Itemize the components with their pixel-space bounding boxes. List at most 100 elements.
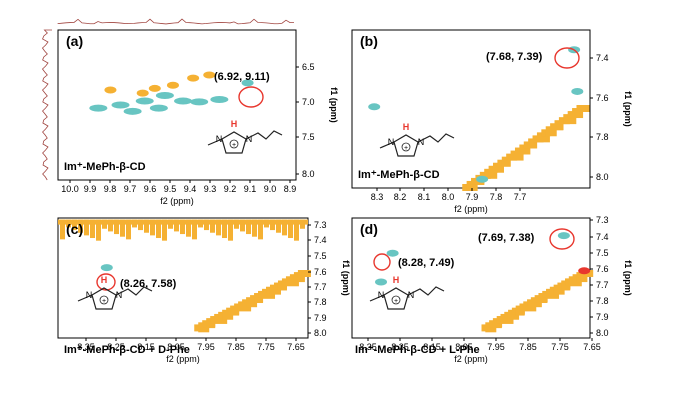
charge-circle [99, 295, 109, 305]
diagonal-peak [492, 318, 502, 329]
imidazolium-structure: + N NH [77, 275, 153, 310]
diagonal-peak [246, 297, 258, 308]
x-axis-label: f2 (ppm) [160, 196, 194, 206]
diagonal-peak [519, 144, 531, 155]
nitrogen-label: N [418, 137, 425, 147]
x-tick-label: 8.35 [359, 342, 377, 352]
diagonal-peak [510, 150, 524, 161]
y-axis-label: f1 (ppm) [623, 91, 633, 127]
cross-peak [571, 87, 584, 95]
band-cell [78, 219, 83, 233]
band-cell [294, 219, 299, 241]
diagonal-peak [277, 280, 287, 291]
x-tick-label: 8.9 [284, 184, 297, 194]
diagonal-peak [508, 309, 520, 320]
x-tick-label: 8.25 [391, 342, 409, 352]
cross-peak [203, 71, 216, 79]
cross-peak [578, 267, 591, 275]
panel-label: (d) [360, 221, 378, 237]
cross-peak [375, 278, 388, 286]
panel-caption: Im⁺-MePh-β-CD [358, 169, 440, 181]
f2-projection-trace [57, 18, 295, 25]
y-tick-label: 7.0 [302, 97, 315, 107]
diagonal-peak [572, 108, 584, 119]
diagonal-peak [293, 272, 305, 283]
y-tick-label: 7.8 [596, 132, 609, 142]
y-tick-label: 7.7 [596, 280, 609, 290]
allyl-chain [417, 133, 455, 143]
cross-peak [111, 101, 130, 109]
diagonal-peak [528, 138, 538, 149]
imidazolium-structure: + N NH [369, 275, 445, 310]
diagonal-peak [230, 305, 240, 316]
ring-bond [383, 287, 409, 310]
panel-d: 8.35 8.25 8.15 8.05 7.95 7.85 7.75 7.65 f2 (ppm)… [351, 215, 633, 364]
band-cell [108, 219, 113, 232]
cross-peak [123, 107, 142, 115]
nitrogen-label: N [408, 290, 415, 300]
band-cell [246, 219, 251, 235]
allyl-chain [245, 130, 283, 140]
diagonal-peak [222, 309, 234, 320]
x-tick-label: 9.1 [244, 184, 257, 194]
band-cell [138, 219, 143, 231]
cross-peak [166, 81, 179, 89]
nitrogen-label: N [116, 290, 123, 300]
band-cell [84, 219, 89, 236]
y-tick-label: 8.0 [302, 169, 315, 179]
diagonal-peak [285, 276, 299, 287]
allyl-chain [115, 286, 153, 296]
nitrogen-label: N [86, 290, 93, 300]
x-tick-label: 8.25 [107, 342, 125, 352]
diagonal-peak [262, 288, 276, 299]
band-cell [210, 219, 215, 233]
panel-c: 8.35 8.25 8.15 8.05 7.95 7.85 7.75 7.65 f2 (ppm)… [57, 217, 351, 364]
diagonal-peak [254, 293, 264, 304]
cross-peak [386, 249, 399, 257]
band-cell [180, 219, 185, 235]
hydrogen-label: H [403, 122, 410, 132]
methyl-bond [369, 294, 385, 302]
x-tick-label: 7.65 [583, 342, 601, 352]
diagonal-peak [536, 132, 550, 143]
cross-peak [174, 97, 193, 105]
y-tick-label: 8.0 [314, 328, 327, 338]
y-tick-label: 7.3 [596, 215, 609, 225]
nitrogen-label: N [216, 134, 223, 144]
band-cell [192, 219, 197, 240]
x-tick-label: 7.9 [466, 192, 479, 202]
imidazolium-structure: + N NH [379, 122, 455, 157]
diagonal-peak [492, 162, 504, 173]
cross-peak [187, 74, 200, 82]
x-tick-label: 9.2 [224, 184, 237, 194]
diagonal-peak [576, 105, 590, 112]
x-tick-label: 9.6 [144, 184, 157, 194]
band-cell [282, 219, 287, 236]
peak-annotation: (6.92, 9.11) [214, 71, 270, 83]
band-cell [186, 219, 191, 237]
cross-peak [241, 79, 254, 87]
x-tick-label: 8.0 [442, 192, 455, 202]
panel-caption: Im⁺-MePh-β-CD + L-Phe [355, 344, 480, 356]
allyl-chain [407, 286, 445, 296]
y-tick-label: 7.8 [314, 297, 327, 307]
x-tick-label: 8.05 [167, 342, 185, 352]
diagonal-peak [238, 301, 252, 312]
x-tick-label: 7.95 [487, 342, 505, 352]
panel-label: (a) [66, 33, 83, 49]
x-tick-label: 9.8 [104, 184, 117, 194]
plot-frame [57, 217, 309, 339]
y-tick-label: 7.6 [596, 264, 609, 274]
x-tick-label: 7.75 [551, 342, 569, 352]
cross-peak [149, 104, 168, 112]
band-cell [258, 219, 263, 240]
cross-peak [104, 86, 117, 94]
x-tick-label: 7.8 [490, 192, 503, 202]
highlight-circle [549, 228, 575, 250]
band-cell [60, 219, 65, 240]
band-cell [174, 219, 179, 232]
x-tick-label: 7.85 [227, 342, 245, 352]
y-tick-label: 8.0 [596, 328, 609, 338]
peak-annotation: (7.69, 7.38) [478, 232, 535, 244]
